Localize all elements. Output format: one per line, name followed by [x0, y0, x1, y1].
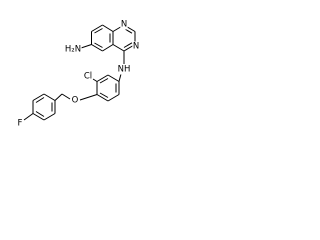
label-background [83, 71, 93, 82]
label-background [120, 19, 128, 30]
atom-label: O [72, 96, 79, 106]
label-background [117, 64, 131, 75]
label-background [132, 41, 140, 52]
bonds [23, 24, 136, 121]
atom-label: Cl [84, 72, 92, 82]
atom-label: F [18, 119, 23, 129]
structure: H₂N N N Cl NH O F [17, 19, 140, 129]
atom-label: N [133, 42, 139, 52]
atom-labels: H₂N N N Cl NH O F [17, 19, 140, 129]
label-background [64, 44, 82, 55]
page: {"molecule": {"atoms": {"amine": "H₂N", … [0, 0, 152, 152]
label-background [71, 95, 80, 106]
atom-label: H₂N [65, 45, 81, 55]
atom-label: N [121, 20, 127, 30]
label-background [17, 118, 24, 129]
atom-label: NH [118, 65, 131, 75]
